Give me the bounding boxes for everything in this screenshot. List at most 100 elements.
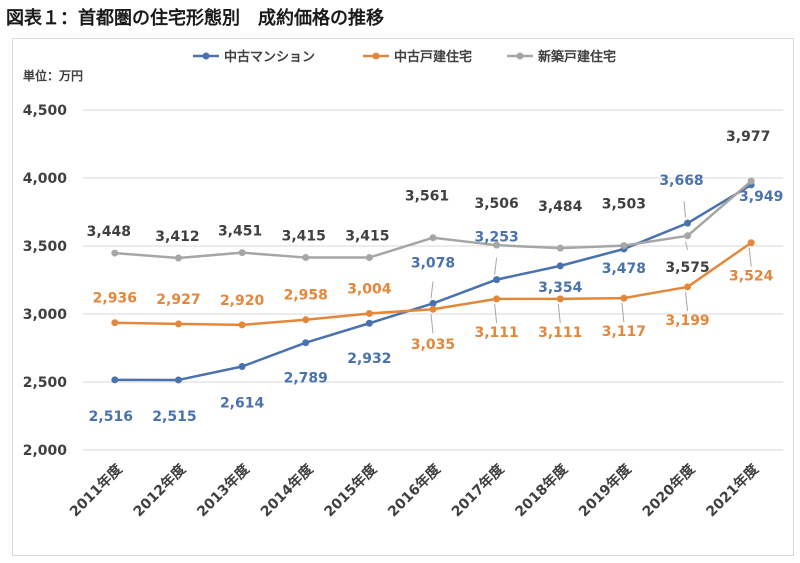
data-label: 2,920 <box>220 293 265 309</box>
data-label: 2,958 <box>284 288 328 304</box>
y-tick-label: 4,000 <box>23 171 68 187</box>
data-point <box>493 241 501 249</box>
data-point <box>174 320 182 328</box>
y-tick-label: 4,500 <box>23 103 68 119</box>
data-label: 2,789 <box>284 371 328 387</box>
leader-lines <box>430 201 752 334</box>
data-label: 3,199 <box>665 313 709 329</box>
data-label: 2,936 <box>93 291 137 307</box>
data-point <box>174 376 182 384</box>
x-axis: 2011年度 2012年度 2013年度 2014年度 2015年度 2016年度 2017… <box>66 460 762 520</box>
x-tick-label: 2018年度 <box>512 460 572 520</box>
data-point <box>620 294 628 302</box>
legend-marker <box>202 52 210 60</box>
leader-line <box>621 303 625 323</box>
leader-line <box>685 241 689 250</box>
x-tick-label: 2016年度 <box>384 460 444 520</box>
data-label: 3,949 <box>739 189 783 205</box>
leader-line <box>683 201 687 218</box>
data-label: 3,354 <box>538 280 583 296</box>
x-tick-label: 2011年度 <box>66 460 126 520</box>
data-label: 3,506 <box>474 196 518 212</box>
data-label: 3,561 <box>405 189 449 205</box>
x-tick-label: 2021年度 <box>703 460 763 520</box>
x-tick-label: 2014年度 <box>257 460 317 520</box>
data-point <box>302 254 310 262</box>
data-point <box>684 219 692 227</box>
data-label: 3,575 <box>665 260 709 276</box>
x-tick-label: 2017年度 <box>448 460 508 520</box>
leader-line <box>685 291 689 311</box>
data-label: 3,977 <box>726 129 770 145</box>
data-label: 3,415 <box>345 229 389 245</box>
data-label: 2,515 <box>152 409 196 425</box>
x-tick-label: 2012年度 <box>130 460 190 520</box>
grid <box>83 109 783 451</box>
x-tick-label: 2020年度 <box>639 460 699 520</box>
data-point <box>747 239 755 247</box>
data-point <box>238 321 246 329</box>
leader-line <box>748 247 752 267</box>
leader-line <box>557 303 561 323</box>
data-label: 3,253 <box>474 230 518 246</box>
data-label: 3,035 <box>411 337 455 353</box>
x-tick-label: 2015年度 <box>321 460 381 520</box>
data-label: 3,111 <box>538 325 582 341</box>
data-label: 3,412 <box>155 229 199 245</box>
series-lines <box>111 177 755 384</box>
data-point <box>238 249 246 257</box>
data-label: 3,484 <box>538 199 583 215</box>
data-point <box>684 232 692 240</box>
leader-line <box>430 281 434 299</box>
figure-title: 図表１：首都圏の住宅形態別 成約価格の推移 <box>6 8 384 29</box>
data-point <box>365 254 373 262</box>
legend-label: 中古マンション <box>224 49 315 65</box>
data-point <box>747 177 755 185</box>
data-label: 2,927 <box>156 292 200 308</box>
data-point <box>429 305 437 313</box>
unit-label: 単位：万円 <box>23 68 83 83</box>
data-label: 3,668 <box>659 173 703 189</box>
data-label: 3,524 <box>729 269 774 285</box>
legend-marker <box>372 52 380 60</box>
data-point <box>684 283 692 291</box>
y-tick-label: 3,000 <box>23 307 68 323</box>
data-label: 3,111 <box>474 325 518 341</box>
legend-label: 中古戸建住宅 <box>394 49 472 65</box>
data-label: 3,448 <box>87 224 131 240</box>
data-label: 3,451 <box>218 224 262 240</box>
data-point <box>111 249 119 257</box>
data-point <box>620 242 628 250</box>
data-point <box>111 376 119 384</box>
data-label: 3,004 <box>347 281 392 297</box>
data-point <box>556 262 564 270</box>
leader-line <box>494 303 498 323</box>
data-label: 2,614 <box>220 395 265 411</box>
data-point <box>111 319 119 327</box>
y-tick-label: 2,500 <box>23 375 68 391</box>
data-labels: 2,516 2,515 2,614 2,789 2,932 3,078 3,253 3,354… <box>87 129 784 425</box>
data-point <box>429 299 437 307</box>
data-point <box>302 339 310 347</box>
y-tick-label: 2,000 <box>23 443 68 459</box>
data-point <box>174 254 182 262</box>
legend: 中古マンション 中古戸建住宅 新築戸建住宅 <box>193 49 616 65</box>
data-point <box>365 309 373 317</box>
data-point <box>429 234 437 242</box>
leader-line <box>494 257 498 275</box>
data-label: 2,932 <box>347 351 391 367</box>
data-label: 3,117 <box>602 324 646 340</box>
data-label: 3,478 <box>602 261 646 277</box>
leader-line <box>430 314 434 334</box>
data-point <box>493 276 501 284</box>
x-tick-label: 2019年度 <box>575 460 635 520</box>
data-point <box>302 316 310 324</box>
data-label: 3,415 <box>282 229 326 245</box>
legend-marker <box>516 52 524 60</box>
data-point <box>556 244 564 252</box>
y-axis: 2,000 2,500 3,000 3,500 4,000 4,500 <box>23 103 68 459</box>
data-label: 3,078 <box>411 255 455 271</box>
data-point <box>238 362 246 370</box>
legend-label: 新築戸建住宅 <box>538 49 616 65</box>
